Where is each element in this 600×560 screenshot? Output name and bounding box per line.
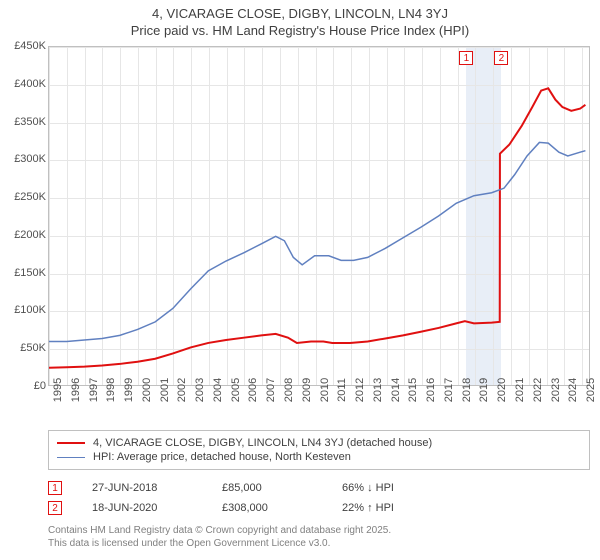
annotation-price: £308,000: [222, 502, 312, 514]
legend-row: HPI: Average price, detached house, Nort…: [57, 450, 581, 464]
legend-label: 4, VICARAGE CLOSE, DIGBY, LINCOLN, LN4 3…: [93, 437, 432, 449]
annotation-marker: 2: [48, 501, 62, 515]
legend-swatch: [57, 442, 85, 444]
annotation-row: 1 27-JUN-2018 £85,000 66% ↓ HPI: [48, 478, 590, 498]
ytick-label: £350K: [14, 116, 46, 128]
chart-container: 4, VICARAGE CLOSE, DIGBY, LINCOLN, LN4 3…: [0, 0, 600, 560]
legend-label: HPI: Average price, detached house, Nort…: [93, 451, 351, 463]
ytick-label: £250K: [14, 191, 46, 203]
series-price_paid: [49, 88, 585, 367]
legend-swatch: [57, 457, 85, 458]
annotation-delta: 22% ↑ HPI: [342, 502, 394, 514]
annotation-rows: 1 27-JUN-2018 £85,000 66% ↓ HPI 2 18-JUN-2020…: [48, 478, 590, 518]
ytick-label: £200K: [14, 229, 46, 241]
ytick-label: £100K: [14, 304, 46, 316]
ytick-label: £50K: [20, 342, 46, 354]
annotation-row: 2 18-JUN-2020 £308,000 22% ↑ HPI: [48, 498, 590, 518]
title-main: 4, VICARAGE CLOSE, DIGBY, LINCOLN, LN4 3…: [10, 6, 590, 21]
ytick-label: £150K: [14, 267, 46, 279]
sale-marker: 2: [494, 51, 508, 65]
ytick-label: £0: [34, 380, 46, 392]
legend: 4, VICARAGE CLOSE, DIGBY, LINCOLN, LN4 3…: [48, 430, 590, 470]
footer-line: This data is licensed under the Open Gov…: [48, 537, 590, 550]
footer: Contains HM Land Registry data © Crown c…: [48, 524, 590, 550]
ytick-label: £450K: [14, 40, 46, 52]
footer-line: Contains HM Land Registry data © Crown c…: [48, 524, 590, 537]
titles: 4, VICARAGE CLOSE, DIGBY, LINCOLN, LN4 3…: [0, 0, 600, 40]
series-svg: [49, 47, 589, 385]
annotation-date: 27-JUN-2018: [92, 482, 192, 494]
sale-marker: 1: [459, 51, 473, 65]
title-sub: Price paid vs. HM Land Registry's House …: [10, 23, 590, 38]
ytick-label: £400K: [14, 78, 46, 90]
annotation-date: 18-JUN-2020: [92, 502, 192, 514]
annotation-marker: 1: [48, 481, 62, 495]
ytick-label: £300K: [14, 153, 46, 165]
annotation-delta: 66% ↓ HPI: [342, 482, 394, 494]
series-hpi: [49, 142, 585, 341]
annotation-price: £85,000: [222, 482, 312, 494]
plot-area: 12: [48, 46, 590, 386]
legend-row: 4, VICARAGE CLOSE, DIGBY, LINCOLN, LN4 3…: [57, 436, 581, 450]
